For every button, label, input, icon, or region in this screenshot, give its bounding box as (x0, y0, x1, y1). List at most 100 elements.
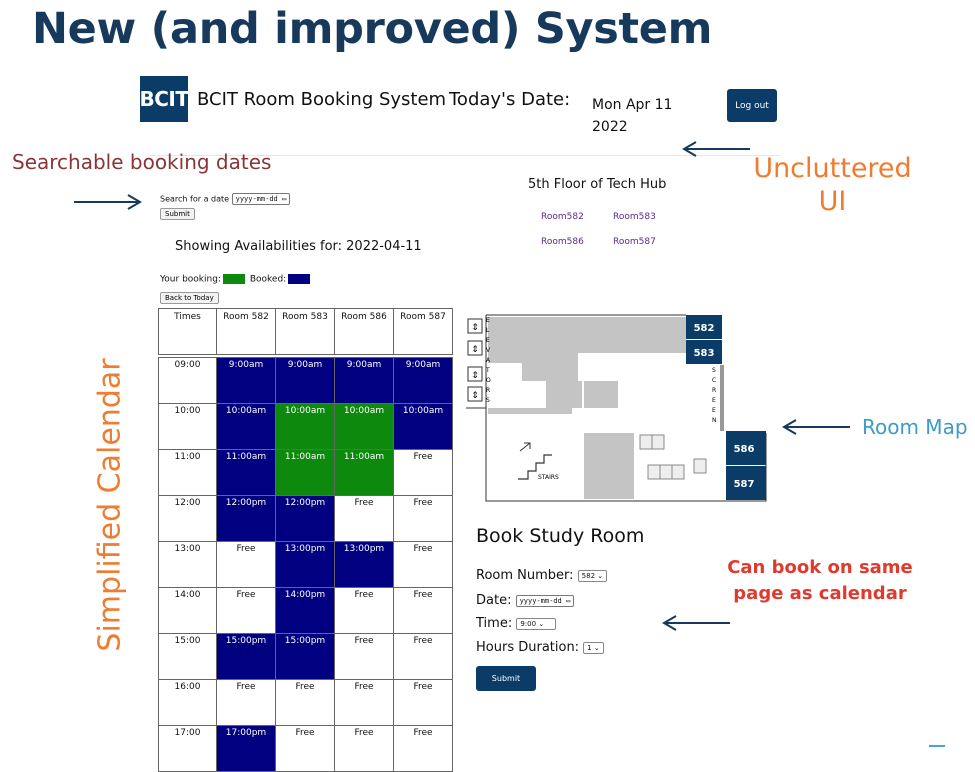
calendar-icon: ▭ (565, 596, 571, 605)
booking-date-input[interactable]: yyyy-mm-dd ▭ (515, 594, 575, 607)
calendar-cell-free[interactable]: Free (216, 541, 276, 588)
map-room-586[interactable] (726, 431, 766, 465)
header-divider (150, 155, 780, 156)
calendar-cell-free[interactable]: Free (275, 725, 335, 772)
booking-submit-button[interactable]: Submit (476, 666, 536, 691)
map-room-583[interactable] (686, 340, 722, 364)
calendar-cell-booked: 10:00am (216, 403, 276, 450)
elevator-icon: ⇕ ⇕ ⇕ ⇕ (467, 318, 483, 402)
calendar-cell-free[interactable]: Free (393, 587, 453, 634)
svg-text:583: 583 (694, 348, 715, 359)
calendar-cell-booked: 14:00pm (275, 587, 335, 634)
time-slot-label: 17:00 (158, 725, 217, 772)
calendar-cell-free[interactable]: Free (393, 633, 453, 680)
calendar-icon: ▭ (281, 195, 287, 203)
calendar-cell-booked: 9:00am (275, 357, 335, 404)
book-study-room-title: Book Study Room (476, 525, 645, 547)
search-label: Search for a date (160, 194, 230, 204)
legend-booked-swatch (288, 274, 311, 284)
calendar-cell-booked: 13:00pm (275, 541, 335, 588)
floor-title: 5th Floor of Tech Hub (528, 177, 667, 192)
search-submit-button[interactable]: Submit (160, 208, 195, 220)
time-slot-label: 15:00 (158, 633, 217, 680)
room-link-587[interactable]: Room587 (613, 237, 656, 247)
time-slot-label: 14:00 (158, 587, 217, 634)
calendar-header-room: Room 582 (216, 308, 276, 355)
duration-label: Hours Duration: (476, 640, 580, 655)
calendar-cell-free[interactable]: Free (334, 587, 394, 634)
calendar-cell-free[interactable]: Free (275, 679, 335, 726)
map-room-582[interactable] (686, 315, 722, 339)
calendar-cell-free[interactable]: Free (334, 495, 394, 542)
calendar-cell-booked: 12:00pm (216, 495, 276, 542)
search-form: Search for a date yyyy-mm-dd ▭ Submit (160, 193, 291, 220)
calendar-cell-booked: 9:00am (334, 357, 394, 404)
map-room-587[interactable] (726, 466, 766, 500)
calendar-cell-booked: 9:00am (216, 357, 276, 404)
legend-yours-label: Your booking: (160, 274, 221, 285)
legend-yours-swatch (222, 274, 245, 284)
duration-select[interactable]: 1 ⌄ (583, 641, 604, 654)
time-slot-label: 16:00 (158, 679, 217, 726)
annotation-room-map: Room Map (862, 415, 968, 439)
chevron-down-icon: ⌄ (593, 643, 600, 652)
today-label: Today's Date: (449, 89, 571, 110)
arrow-left-icon (682, 141, 750, 157)
calendar-cell-free[interactable]: Free (393, 541, 453, 588)
svg-text:⇕: ⇕ (471, 391, 479, 401)
room-link-586[interactable]: Room586 (541, 237, 584, 247)
logout-button[interactable]: Log out (727, 89, 777, 122)
calendar-cell-booked: 11:00am (216, 449, 276, 496)
calendar-row: 12:00 12:00pm 12:00pm Free Free (158, 495, 453, 542)
calendar-cell-free[interactable]: Free (393, 679, 453, 726)
room-number-label: Room Number: (476, 568, 574, 583)
svg-text:⇕: ⇕ (471, 323, 479, 333)
time-label: Time: (476, 616, 513, 631)
room-number-select[interactable]: 582 ⌄ (577, 569, 608, 582)
corner-decoration (929, 745, 945, 747)
time-row: Time: 9:00 ⌄ (476, 616, 557, 631)
calendar-cell-free[interactable]: Free (334, 633, 394, 680)
annotation-searchable-dates: Searchable booking dates (12, 150, 272, 174)
svg-text:586: 586 (734, 444, 755, 455)
room-link-582[interactable]: Room582 (541, 212, 584, 222)
time-slot-label: 13:00 (158, 541, 217, 588)
room-link-583[interactable]: Room583 (613, 212, 656, 222)
stairs-icon: STAIRS (518, 442, 559, 481)
chevron-down-icon: ⌄ (597, 571, 604, 580)
arrow-right-icon (74, 194, 142, 210)
calendar-cell-booked: 9:00am (393, 357, 453, 404)
calendar-cell-free[interactable]: Free (216, 587, 276, 634)
calendar-cell-free[interactable]: Free (393, 725, 453, 772)
arrow-left-icon (662, 615, 730, 631)
svg-text:587: 587 (734, 479, 755, 490)
calendar-cell-free[interactable]: Free (334, 679, 394, 726)
system-title: BCIT Room Booking System (197, 89, 447, 110)
date-row: Date: yyyy-mm-dd ▭ (476, 593, 575, 608)
calendar-cell-yours: 10:00am (334, 403, 394, 450)
calendar-row: 17:00 17:00pm Free Free Free (158, 725, 453, 772)
calendar-cell-free[interactable]: Free (216, 679, 276, 726)
slide-title: New (and improved) System (32, 4, 713, 54)
calendar-cell-free[interactable]: Free (393, 495, 453, 542)
calendar-cell-booked: 15:00pm (275, 633, 335, 680)
time-select[interactable]: 9:00 ⌄ (516, 617, 557, 630)
calendar-row: 15:00 15:00pm 15:00pm Free Free (158, 633, 453, 680)
svg-text:⇕: ⇕ (471, 345, 479, 355)
calendar-header-times: Times (158, 308, 217, 355)
calendar-header-room: Room 586 (334, 308, 394, 355)
today-date: Mon Apr 11 2022 (592, 97, 673, 135)
annotation-uncluttered-ui: Uncluttered UI (753, 153, 912, 217)
showing-availabilities: Showing Availabilities for: 2022-04-11 (175, 239, 422, 254)
legend-booked-label: Booked: (249, 274, 287, 285)
calendar-cell-free[interactable]: Free (334, 725, 394, 772)
stairs-label: STAIRS (538, 474, 559, 481)
room-number-row: Room Number: 582 ⌄ (476, 568, 608, 583)
search-date-input[interactable]: yyyy-mm-dd ▭ (231, 193, 291, 205)
calendar-cell-yours: 11:00am (275, 449, 335, 496)
calendar-cell-free[interactable]: Free (393, 449, 453, 496)
back-to-today-button[interactable]: Back to Today (160, 292, 219, 304)
